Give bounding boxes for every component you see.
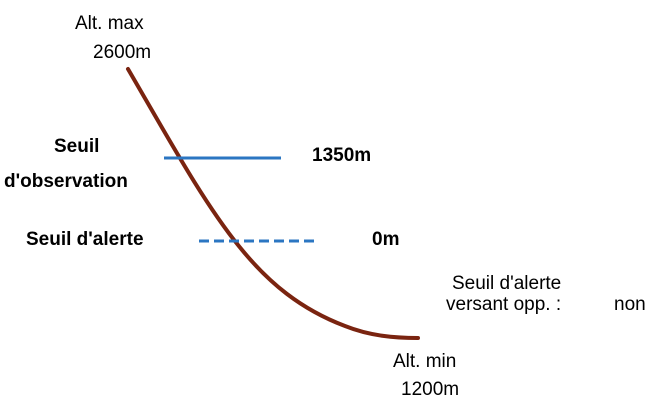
slope-profile-curve xyxy=(126,67,420,340)
alt-max-value: 2600m xyxy=(93,42,152,63)
opposite-slope-alert-line1: Seuil d'alerte xyxy=(452,273,562,294)
alt-min-label: Alt. min xyxy=(393,351,457,372)
alt-min-value: 1200m xyxy=(401,379,460,400)
observation-threshold-label-line2: d'observation xyxy=(4,171,128,192)
alert-threshold-label: Seuil d'alerte xyxy=(26,229,144,250)
observation-threshold-value: 1350m xyxy=(312,145,372,166)
observation-threshold-label-line1: Seuil xyxy=(54,136,100,157)
alert-threshold-value: 0m xyxy=(372,229,400,250)
alt-max-label: Alt. max xyxy=(75,13,144,34)
opposite-slope-alert-line2-value: non xyxy=(614,294,646,315)
opposite-slope-alert-line2-label: versant opp. : xyxy=(446,294,562,315)
